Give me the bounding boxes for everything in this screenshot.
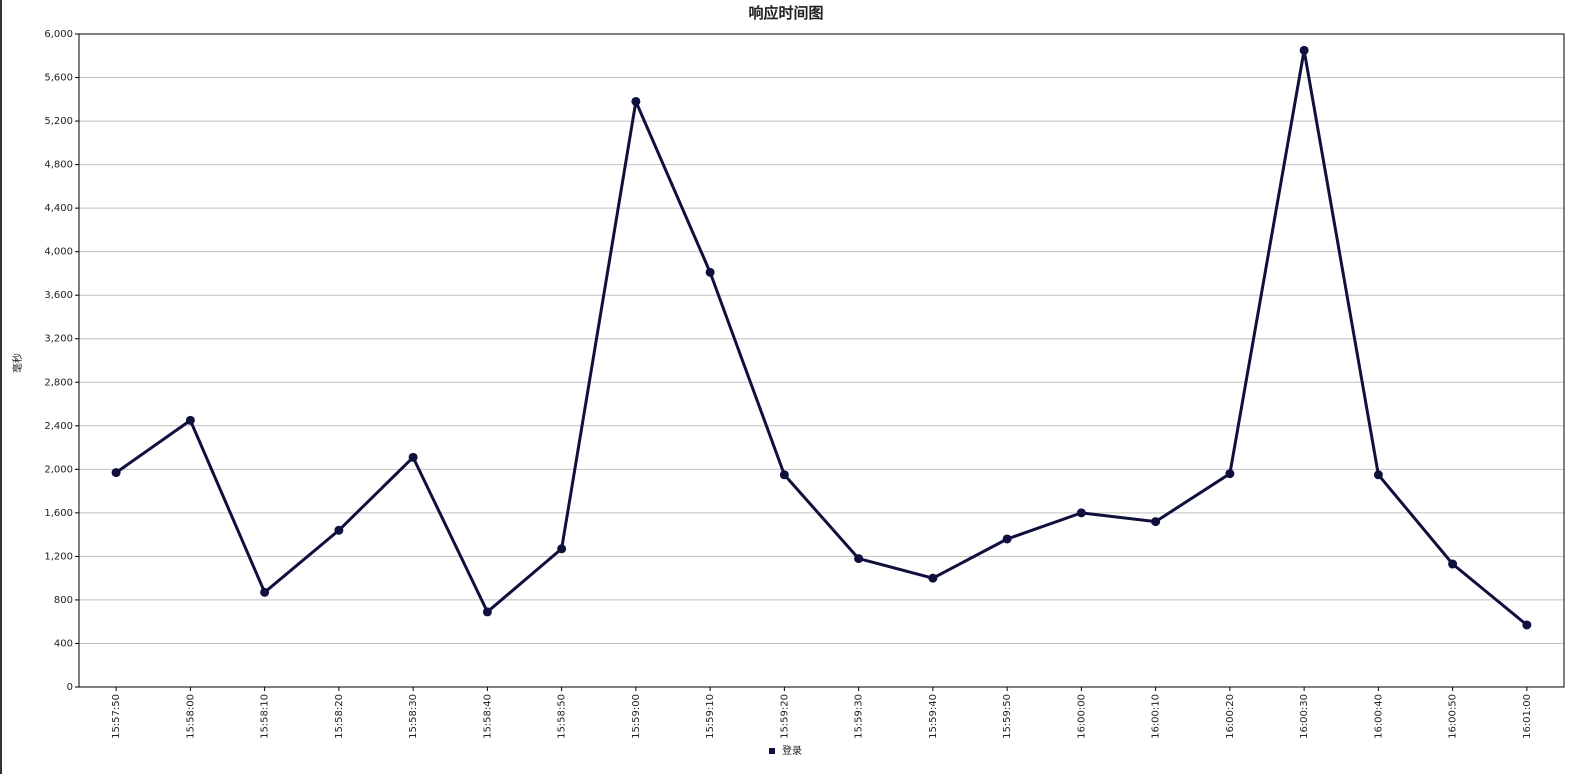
y-axis-label: 毫秒 [11,353,24,373]
point [1373,470,1383,480]
x-tick-label: 15:59:40 [928,694,939,739]
point [260,587,270,597]
y-tick-label: 5,200 [44,116,73,127]
x-tick-label: 15:59:20 [779,694,790,739]
x-tick-label: 16:00:10 [1151,694,1162,739]
x-tick-label: 15:57:50 [111,694,122,739]
y-tick-label: 0 [67,682,73,693]
x-tick-label: 15:58:50 [557,694,568,739]
point [854,554,864,564]
x-tick-label: 15:58:10 [260,694,271,739]
point [1225,469,1235,479]
x-tick-label: 16:00:50 [1448,694,1459,739]
y-tick-label: 4,800 [44,160,73,171]
y-tick-label: 6,000 [44,29,73,40]
point [408,452,418,462]
y-tick-label: 800 [54,595,73,606]
point [1151,517,1161,527]
point [482,607,492,617]
point [928,573,938,583]
y-tick-label: 4,400 [44,203,73,214]
y-tick-label: 400 [54,638,73,649]
x-tick-label: 15:58:00 [185,694,196,739]
point [185,415,195,425]
point [1522,620,1532,630]
x-tick-label: 16:00:00 [1076,694,1087,739]
plot-frame [78,33,1565,688]
y-tick-label: 2,000 [44,464,73,475]
x-tick-label: 15:59:00 [631,694,642,739]
x-tick-label: 15:58:20 [334,694,345,739]
point [779,470,789,480]
legend-swatch [769,748,775,754]
y-tick-label: 3,600 [44,290,73,301]
x-tick-label: 16:00:30 [1299,694,1310,739]
point [631,96,641,106]
y-tick-label: 2,400 [44,421,73,432]
x-tick-label: 15:58:30 [408,694,419,739]
y-tick-label: 1,200 [44,551,73,562]
x-tick-label: 15:59:30 [854,694,865,739]
series-line [115,48,1528,627]
point [705,267,715,277]
y-tick-label: 3,200 [44,334,73,345]
x-tick-label: 16:00:40 [1373,694,1384,739]
x-tick-label: 16:01:00 [1522,694,1533,739]
point [1076,508,1086,518]
point [1448,559,1458,569]
y-tick-label: 2,800 [44,377,73,388]
x-tick-label: 15:58:40 [482,694,493,739]
point [1002,534,1012,544]
x-tick-label: 15:59:10 [705,694,716,739]
x-tick-label: 16:00:20 [1225,694,1236,739]
y-tick-label: 5,600 [44,73,73,84]
x-tick-label: 15:59:50 [1002,694,1013,739]
chart-title: 响应时间图 [748,4,823,22]
y-tick-label: 1,600 [44,508,73,519]
point [111,468,121,478]
point [557,544,567,554]
point [1299,45,1309,55]
point [334,525,344,535]
legend-label: 登录 [782,744,802,757]
y-tick-label: 4,000 [44,247,73,258]
window-edge [0,0,2,774]
